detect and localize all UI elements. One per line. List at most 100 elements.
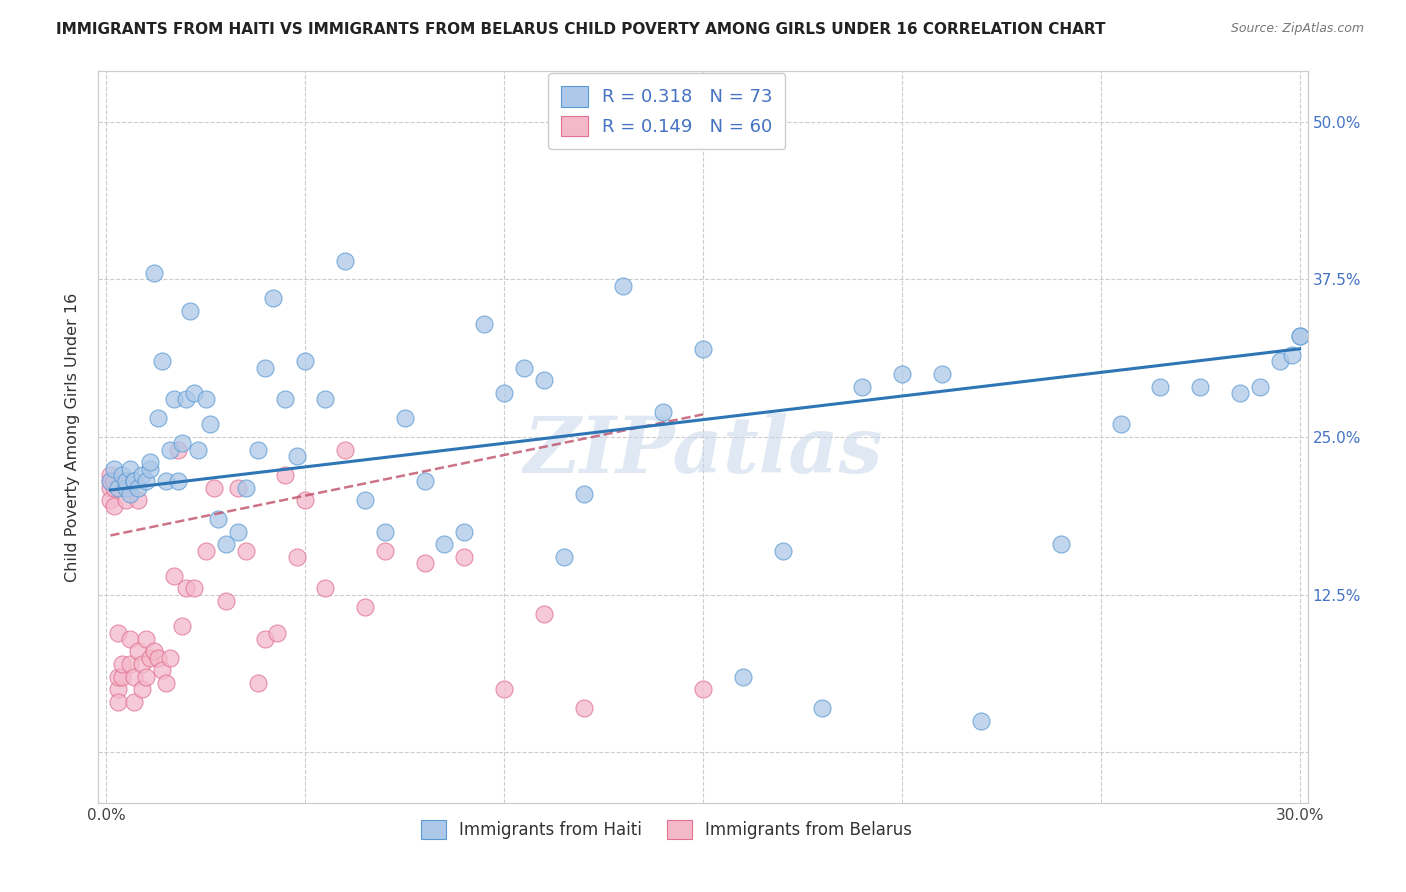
Point: [155, 676, 177, 690]
Point: [103, 474, 125, 488]
Point: [194, 543, 217, 558]
Point: [285, 449, 308, 463]
Point: [150, 664, 173, 678]
Point: [103, 461, 125, 475]
Point: [122, 695, 145, 709]
Point: [120, 632, 142, 646]
Point: [111, 670, 134, 684]
Point: [167, 442, 190, 457]
Point: [494, 386, 516, 401]
Point: [127, 481, 149, 495]
Point: [652, 405, 675, 419]
Point: [98, 467, 121, 482]
Y-axis label: Child Poverty Among Girls Under 16: Child Poverty Among Girls Under 16: [65, 293, 80, 582]
Point: [513, 360, 536, 375]
Point: [115, 474, 138, 488]
Point: [246, 676, 269, 690]
Point: [135, 670, 157, 684]
Point: [851, 379, 873, 393]
Point: [215, 537, 238, 551]
Point: [143, 644, 166, 658]
Point: [139, 650, 162, 665]
Point: [333, 253, 356, 268]
Point: [202, 481, 225, 495]
Point: [1288, 329, 1310, 343]
Point: [453, 524, 475, 539]
Point: [1281, 348, 1303, 362]
Point: [146, 411, 169, 425]
Point: [533, 607, 555, 621]
Point: [120, 474, 142, 488]
Point: [163, 569, 186, 583]
Point: [122, 670, 145, 684]
Point: [890, 367, 912, 381]
Point: [374, 524, 396, 539]
Point: [174, 392, 197, 407]
Point: [354, 493, 377, 508]
Point: [235, 543, 257, 558]
Point: [115, 474, 138, 488]
Point: [294, 493, 316, 508]
Point: [692, 682, 714, 697]
Point: [692, 342, 714, 356]
Point: [314, 392, 336, 407]
Point: [98, 481, 121, 495]
Point: [215, 594, 238, 608]
Point: [107, 695, 129, 709]
Point: [98, 493, 121, 508]
Point: [772, 543, 794, 558]
Point: [143, 266, 166, 280]
Point: [1288, 329, 1310, 343]
Point: [226, 481, 249, 495]
Point: [198, 417, 221, 432]
Text: ZIPatlas: ZIPatlas: [523, 414, 883, 490]
Point: [254, 360, 277, 375]
Point: [139, 461, 162, 475]
Point: [533, 373, 555, 387]
Point: [572, 701, 595, 715]
Point: [285, 549, 308, 564]
Point: [170, 436, 193, 450]
Point: [103, 474, 125, 488]
Point: [111, 467, 134, 482]
Point: [266, 625, 288, 640]
Point: [246, 442, 269, 457]
Point: [150, 354, 173, 368]
Point: [131, 657, 153, 671]
Point: [413, 474, 436, 488]
Point: [159, 650, 181, 665]
Point: [612, 278, 634, 293]
Point: [103, 481, 125, 495]
Point: [98, 474, 121, 488]
Point: [413, 556, 436, 570]
Point: [170, 619, 193, 633]
Text: IMMIGRANTS FROM HAITI VS IMMIGRANTS FROM BELARUS CHILD POVERTY AMONG GIRLS UNDER: IMMIGRANTS FROM HAITI VS IMMIGRANTS FROM…: [56, 22, 1105, 37]
Text: Source: ZipAtlas.com: Source: ZipAtlas.com: [1230, 22, 1364, 36]
Point: [354, 600, 377, 615]
Point: [333, 442, 356, 457]
Point: [394, 411, 416, 425]
Point: [553, 549, 575, 564]
Point: [127, 644, 149, 658]
Point: [174, 582, 197, 596]
Point: [127, 493, 149, 508]
Point: [1249, 379, 1271, 393]
Point: [453, 549, 475, 564]
Point: [494, 682, 516, 697]
Point: [1189, 379, 1212, 393]
Point: [107, 481, 129, 495]
Point: [1229, 386, 1251, 401]
Point: [931, 367, 953, 381]
Point: [120, 487, 142, 501]
Point: [1109, 417, 1132, 432]
Point: [572, 487, 595, 501]
Point: [115, 481, 138, 495]
Point: [167, 474, 190, 488]
Point: [159, 442, 181, 457]
Point: [135, 632, 157, 646]
Point: [183, 386, 205, 401]
Point: [187, 442, 209, 457]
Point: [120, 461, 142, 475]
Point: [274, 467, 297, 482]
Point: [120, 657, 142, 671]
